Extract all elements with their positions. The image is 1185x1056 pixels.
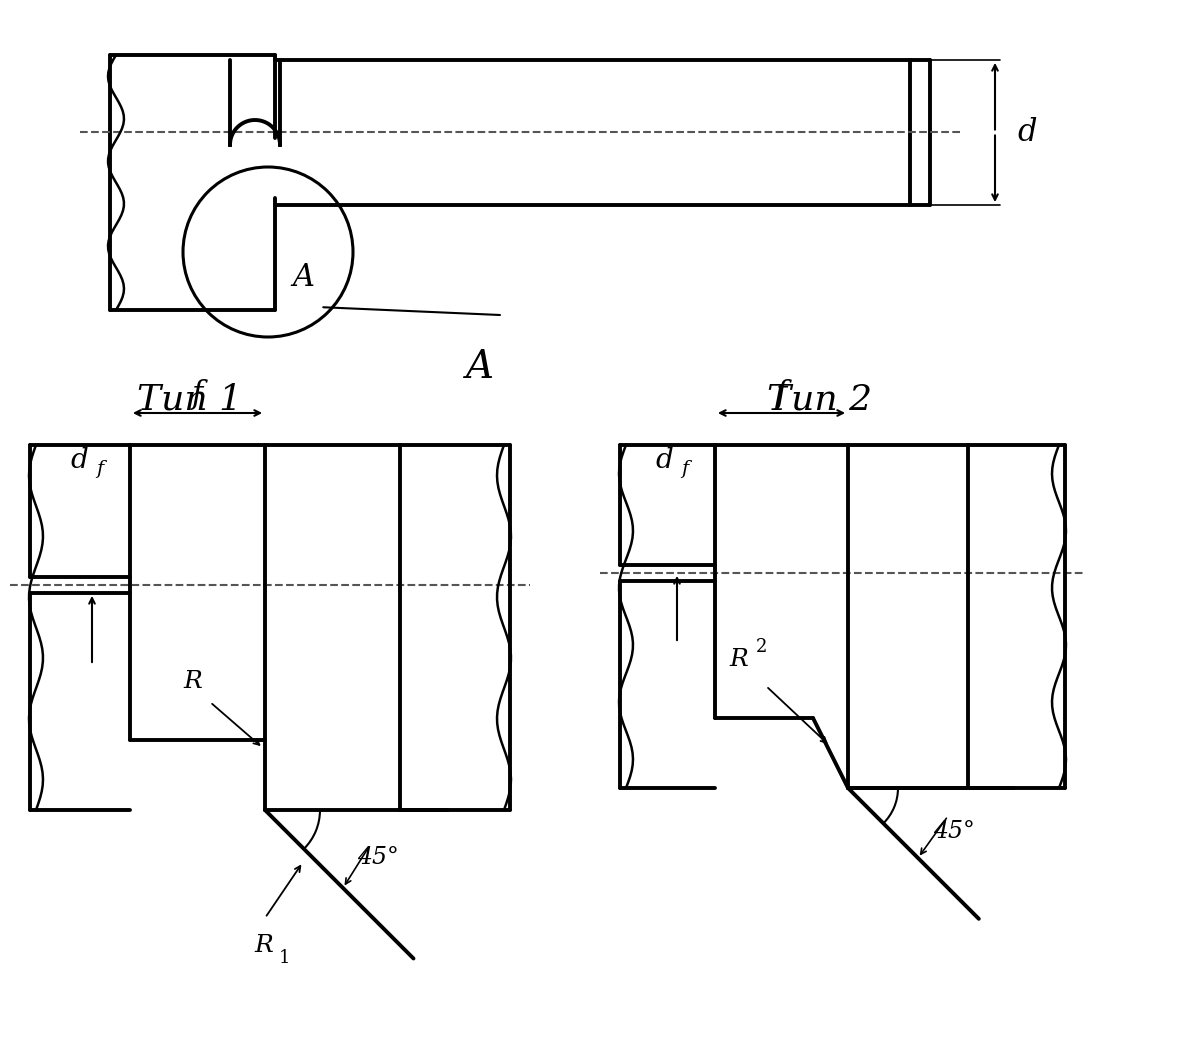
Text: A: A bbox=[292, 262, 314, 293]
Text: f: f bbox=[681, 460, 688, 478]
Text: d: d bbox=[655, 447, 673, 473]
Text: d: d bbox=[1017, 117, 1037, 148]
Text: 45°: 45° bbox=[933, 821, 975, 844]
Text: R: R bbox=[184, 671, 203, 694]
Text: 2: 2 bbox=[756, 638, 768, 656]
Text: d: d bbox=[70, 447, 88, 473]
Text: f: f bbox=[776, 379, 787, 411]
Text: Тип 1: Тип 1 bbox=[137, 383, 243, 417]
Text: 1: 1 bbox=[278, 949, 290, 967]
Text: 45°: 45° bbox=[357, 847, 399, 869]
Text: A: A bbox=[466, 350, 494, 386]
Text: f: f bbox=[96, 460, 103, 478]
Text: R: R bbox=[254, 934, 273, 957]
Text: f: f bbox=[192, 379, 203, 411]
Text: R: R bbox=[729, 648, 748, 672]
Text: Тип 2: Тип 2 bbox=[768, 383, 872, 417]
